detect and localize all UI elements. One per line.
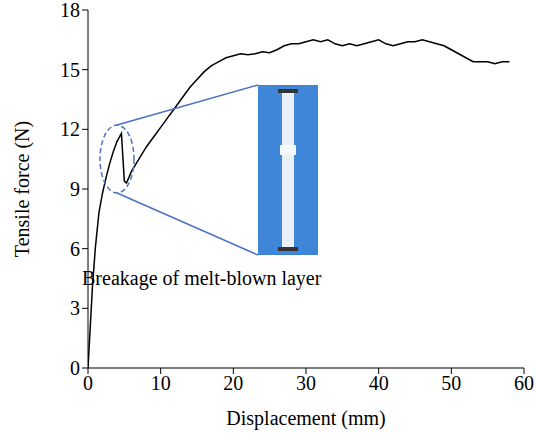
svg-text:0: 0 bbox=[83, 372, 93, 394]
svg-text:12: 12 bbox=[60, 118, 80, 140]
svg-text:3: 3 bbox=[70, 297, 80, 319]
svg-text:20: 20 bbox=[223, 372, 243, 394]
svg-text:10: 10 bbox=[151, 372, 171, 394]
svg-text:9: 9 bbox=[70, 178, 80, 200]
svg-text:18: 18 bbox=[60, 0, 80, 21]
svg-text:40: 40 bbox=[369, 372, 389, 394]
svg-text:Displacement (mm): Displacement (mm) bbox=[226, 407, 385, 430]
svg-text:0: 0 bbox=[70, 357, 80, 379]
svg-text:60: 60 bbox=[514, 372, 534, 394]
svg-text:50: 50 bbox=[441, 372, 461, 394]
svg-text:15: 15 bbox=[60, 59, 80, 81]
html-text:Breakage of melt-blown layer: Breakage of melt-blown layer bbox=[82, 267, 322, 289]
svg-text:6: 6 bbox=[70, 238, 80, 260]
svg-text:30: 30 bbox=[296, 372, 316, 394]
svg-text:Tensile force (N): Tensile force (N) bbox=[11, 121, 34, 257]
